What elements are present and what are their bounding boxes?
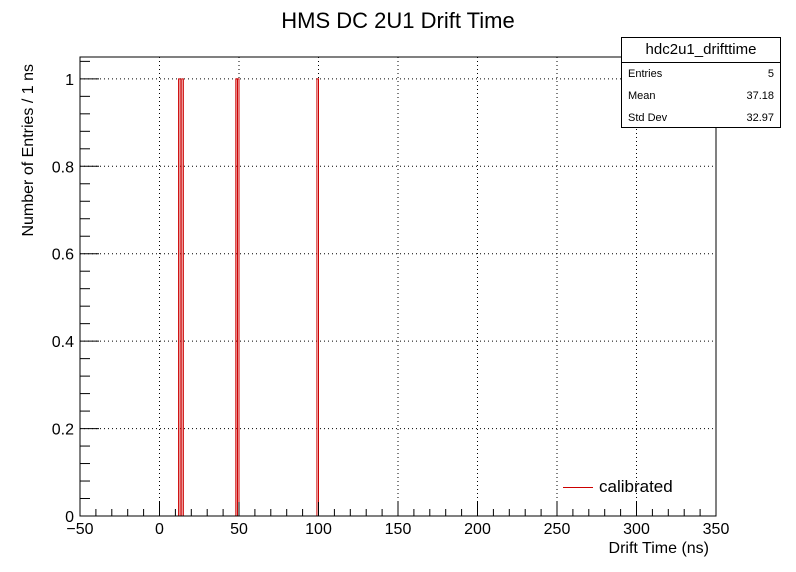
histogram-bin <box>181 78 184 516</box>
x-axis: −50 0 50 100 150 200 250 300 350 <box>66 502 729 538</box>
x-tick-label: 250 <box>544 521 571 538</box>
x-tick-label: −50 <box>66 521 93 538</box>
x-tick-label: 100 <box>305 521 332 538</box>
histogram-bin <box>236 78 240 516</box>
mean-value: 37.18 <box>746 90 774 102</box>
histogram-bin <box>316 78 319 516</box>
entries-value: 5 <box>767 68 774 80</box>
stats-row-stddev: Std Dev 32.97 <box>622 107 780 129</box>
y-tick-label: 0.4 <box>52 334 74 351</box>
stddev-label: Std Dev <box>628 112 668 124</box>
stats-box: hdc2u1_drifttime Entries 5 Mean 37.18 St… <box>621 37 781 128</box>
y-tick-label: 1 <box>65 72 74 89</box>
x-tick-label: 200 <box>464 521 491 538</box>
x-tick-label: 150 <box>385 521 412 538</box>
histogram-bin <box>178 78 181 516</box>
histogram-bars <box>178 78 319 516</box>
y-axis: 0 0.2 0.4 0.6 0.8 1 <box>52 60 99 526</box>
y-tick-label: 0.8 <box>52 159 74 176</box>
chart-title: HMS DC 2U1 Drift Time <box>281 8 514 33</box>
entries-label: Entries <box>628 68 663 80</box>
legend: calibrated <box>555 473 715 501</box>
x-tick-label: 50 <box>230 521 248 538</box>
y-tick-label: 0.6 <box>52 247 74 264</box>
y-tick-label: 0.2 <box>52 422 74 439</box>
legend-line-swatch <box>563 486 593 488</box>
mean-label: Mean <box>628 90 656 102</box>
stddev-value: 32.97 <box>746 112 774 124</box>
legend-label: calibrated <box>599 477 673 496</box>
y-tick-label: 0 <box>65 509 74 526</box>
x-tick-label: 0 <box>155 521 164 538</box>
stats-title: hdc2u1_drifttime <box>622 38 780 63</box>
x-axis-label: Drift Time (ns) <box>609 540 709 557</box>
y-axis-label: Number of Entries / 1 ns <box>20 64 37 237</box>
x-tick-label: 300 <box>623 521 650 538</box>
stats-row-mean: Mean 37.18 <box>622 85 780 107</box>
x-tick-label: 350 <box>703 521 730 538</box>
stats-row-entries: Entries 5 <box>622 63 780 85</box>
